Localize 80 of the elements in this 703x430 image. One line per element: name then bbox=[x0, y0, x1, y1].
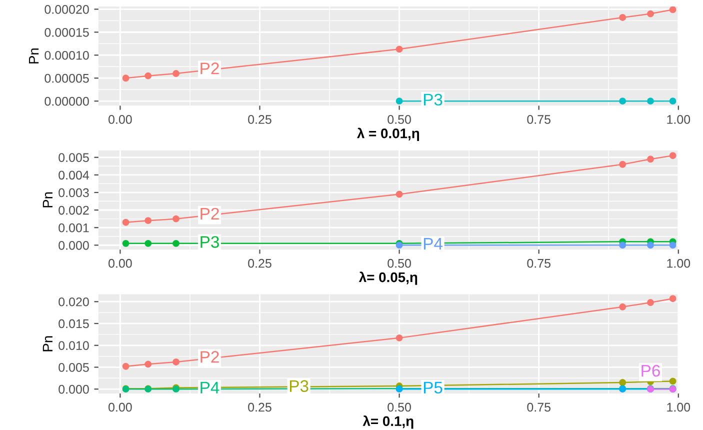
point bbox=[172, 215, 180, 222]
series-label: P3 bbox=[424, 94, 442, 106]
point bbox=[396, 334, 403, 342]
series-label: P6 bbox=[642, 364, 660, 377]
series-label: P3 bbox=[290, 380, 308, 392]
series-label: P4 bbox=[200, 382, 220, 394]
y-tick-label: 0.000 bbox=[58, 384, 89, 394]
x-tick-label: 0.25 bbox=[248, 115, 272, 124]
y-tick-label: 0.005 bbox=[58, 153, 89, 162]
point bbox=[647, 156, 654, 163]
point bbox=[122, 362, 130, 370]
point bbox=[396, 190, 403, 198]
y-tick-label: 0.000 bbox=[58, 240, 89, 250]
point bbox=[669, 6, 676, 14]
y-axis-title: Pn bbox=[42, 192, 52, 208]
point bbox=[619, 98, 626, 105]
y-tick-label: 0.004 bbox=[58, 170, 90, 180]
series-label: P4 bbox=[424, 238, 442, 250]
point bbox=[669, 152, 676, 160]
series-label: P2 bbox=[200, 62, 219, 74]
y-tick-label: 0.00000 bbox=[44, 96, 89, 106]
y-tick-label: 0.002 bbox=[58, 206, 89, 215]
y-tick-label: 0.015 bbox=[58, 319, 89, 328]
series-label: P2 bbox=[200, 208, 219, 220]
y-tick-label: 0.001 bbox=[58, 223, 89, 232]
x-tick-label: 0.50 bbox=[388, 115, 411, 124]
x-tick-label: 0.50 bbox=[388, 402, 411, 412]
y-tick-label: 0.003 bbox=[58, 188, 89, 198]
point bbox=[619, 303, 626, 310]
y-tick-label: 0.020 bbox=[58, 297, 89, 306]
series-label: P5 bbox=[424, 382, 442, 394]
y-tick-label: 0.00010 bbox=[44, 50, 89, 60]
point bbox=[647, 98, 654, 105]
point bbox=[172, 358, 180, 366]
point bbox=[647, 299, 654, 306]
x-tick-label: 1.00 bbox=[667, 115, 690, 124]
x-axis-title: λ= 0.1,η bbox=[362, 416, 414, 429]
point bbox=[619, 379, 626, 386]
point bbox=[647, 10, 654, 18]
y-tick-label: 0.010 bbox=[58, 341, 89, 350]
y-axis-title: Pn bbox=[29, 48, 39, 64]
x-tick-label: 0.00 bbox=[108, 115, 132, 124]
series-label: P2 bbox=[200, 351, 219, 363]
point bbox=[122, 74, 130, 82]
x-tick-label: 0.00 bbox=[108, 258, 132, 268]
x-tick-label: 0.75 bbox=[527, 258, 550, 268]
point bbox=[144, 240, 152, 247]
point bbox=[144, 217, 152, 224]
point bbox=[669, 98, 676, 105]
point bbox=[172, 70, 180, 77]
x-tick-label: 0.75 bbox=[527, 402, 550, 412]
point bbox=[144, 72, 152, 80]
point bbox=[669, 378, 676, 385]
point bbox=[144, 360, 152, 368]
y-tick-label: 0.00005 bbox=[44, 74, 89, 83]
point bbox=[647, 242, 654, 249]
x-tick-label: 0.00 bbox=[108, 402, 132, 412]
point bbox=[172, 240, 180, 247]
y-tick-label: 0.005 bbox=[58, 363, 89, 372]
x-tick-label: 1.00 bbox=[667, 402, 690, 412]
x-axis-title: λ = 0.01,η bbox=[357, 128, 420, 142]
y-axis-title: Pn bbox=[42, 336, 52, 352]
point bbox=[396, 98, 403, 105]
point bbox=[396, 46, 403, 53]
y-tick-label: 0.00020 bbox=[44, 5, 89, 14]
x-tick-label: 0.50 bbox=[388, 258, 411, 268]
x-tick-label: 0.25 bbox=[248, 402, 272, 412]
point bbox=[669, 295, 676, 302]
point bbox=[619, 14, 626, 21]
x-tick-label: 0.75 bbox=[527, 115, 550, 124]
point bbox=[122, 218, 130, 226]
point bbox=[122, 240, 130, 247]
x-tick-label: 1.00 bbox=[667, 258, 690, 268]
point bbox=[669, 242, 676, 249]
point bbox=[619, 160, 626, 168]
x-axis-title: λ= 0.05,η bbox=[358, 272, 418, 285]
point bbox=[619, 242, 626, 249]
x-tick-label: 0.25 bbox=[248, 258, 272, 268]
series-label: P3 bbox=[200, 236, 219, 248]
y-tick-label: 0.00015 bbox=[44, 28, 89, 37]
